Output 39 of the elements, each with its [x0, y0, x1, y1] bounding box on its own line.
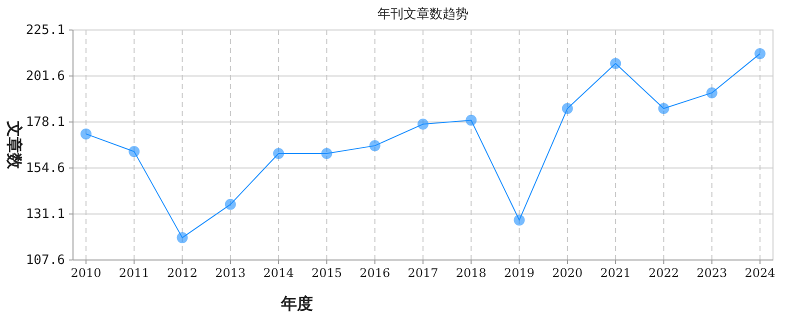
point [418, 118, 428, 130]
point [658, 102, 670, 114]
point [610, 58, 622, 69]
x-tick-label: 2014 [263, 266, 294, 280]
point [321, 148, 332, 160]
point [369, 140, 380, 152]
y-tick-label: 201.6 [26, 69, 65, 84]
point [224, 198, 236, 210]
point [754, 48, 766, 60]
y-tick-label: 107.6 [26, 253, 65, 268]
point [273, 148, 284, 160]
x-tick-label: 2015 [311, 266, 342, 280]
y-tick-label: 178.1 [26, 115, 65, 130]
x-tick-label: 2013 [215, 266, 246, 280]
point [128, 146, 140, 158]
point [706, 87, 718, 98]
point [466, 114, 477, 126]
x-tick-label: 2020 [552, 266, 583, 280]
x-tick-label: 2021 [600, 266, 631, 280]
x-tick-label: 2017 [408, 266, 438, 280]
y-axis-title: 文章数 [5, 120, 24, 170]
point [80, 128, 92, 140]
point [562, 102, 573, 114]
y-tick-label: 225.1 [26, 23, 65, 38]
x-tick-label: 2022 [648, 266, 679, 280]
x-tick-label: 2016 [360, 266, 390, 280]
x-tick-label: 2010 [70, 266, 102, 280]
point [514, 214, 525, 226]
x-tick-label: 2023 [696, 266, 728, 280]
x-tick-label: 2024 [744, 266, 776, 280]
x-tick-label: 2019 [504, 266, 535, 280]
point [176, 232, 188, 244]
y-tick-label: 154.6 [26, 161, 65, 176]
x-tick-label: 2011 [118, 266, 150, 280]
x-tick-label: 2018 [456, 266, 486, 280]
chart-title: 年刊文章数趋势 [378, 7, 468, 22]
x-axis-title: 年度 [280, 294, 313, 313]
x-tick-label: 2012 [167, 266, 198, 280]
y-tick-label: 131.1 [26, 207, 65, 222]
